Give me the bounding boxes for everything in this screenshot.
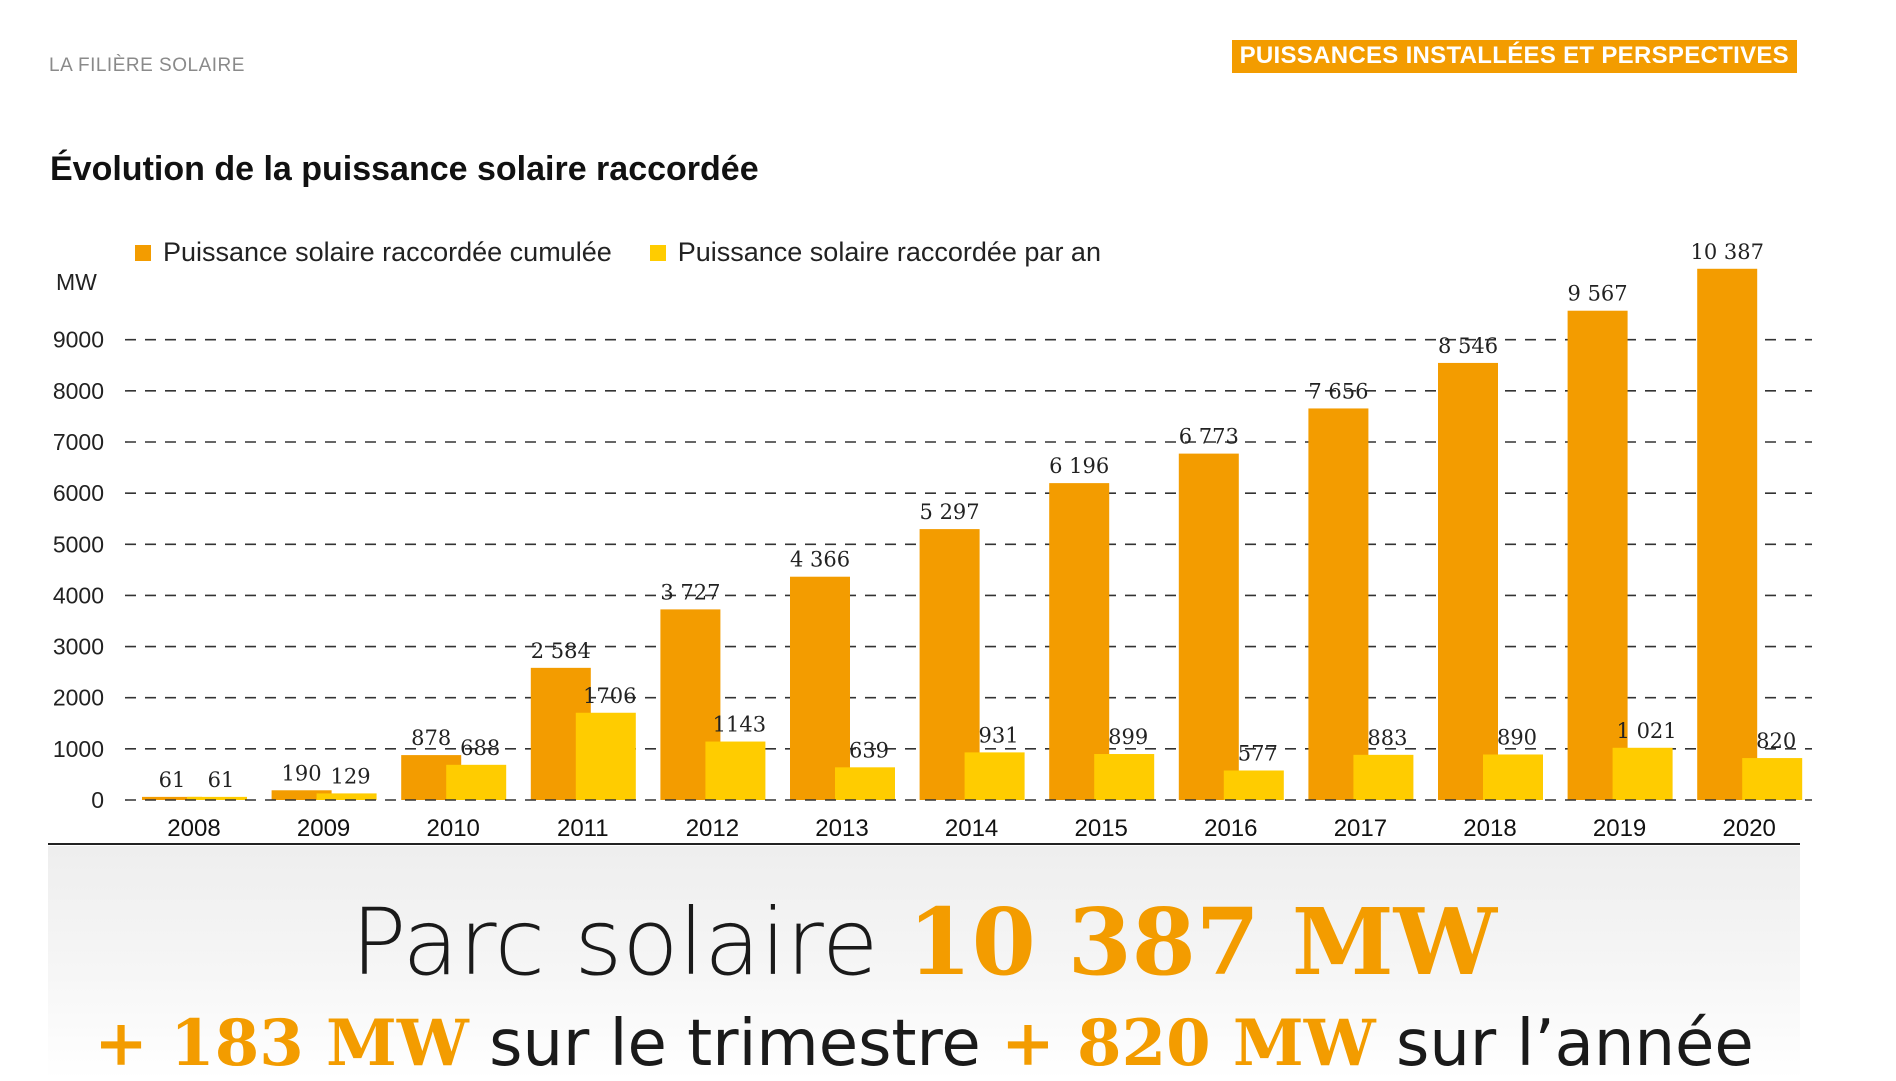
bar-annual — [1612, 747, 1673, 800]
data-label-cumulative: 190 — [282, 761, 322, 785]
bar-annual — [705, 741, 766, 800]
legend-swatch-cumulative — [135, 244, 151, 261]
bar-annual — [1483, 754, 1543, 800]
y-tick-label: 6000 — [53, 480, 104, 506]
legend-swatch-annual — [649, 244, 666, 261]
x-tick-label: 2011 — [557, 815, 609, 842]
bar-cumulative — [142, 796, 202, 800]
bar-cumulative — [790, 576, 850, 800]
summary-subline: + 183 MW sur le trimestre + 820 MW sur l… — [48, 1006, 1800, 1081]
legend-label-annual: Puissance solaire raccordée par an — [677, 237, 1101, 267]
y-tick-label: 7000 — [53, 429, 104, 455]
y-tick-label: 0 — [91, 787, 104, 813]
data-label-cumulative: 61 — [159, 768, 186, 792]
bar-annual — [446, 764, 507, 800]
x-tick-label: 2019 — [1593, 815, 1646, 842]
x-tick-label: 2010 — [427, 815, 480, 842]
data-label-cumulative: 9 567 — [1568, 282, 1628, 306]
chart-legend: Puissance solaire raccordée cumulée Puis… — [135, 237, 1101, 268]
y-tick-label: 8000 — [53, 378, 104, 404]
bar-cumulative — [1567, 310, 1628, 800]
legend-label-cumulative: Puissance solaire raccordée cumulée — [163, 237, 612, 267]
bar-annual — [1742, 758, 1803, 800]
data-label-annual: 61 — [208, 768, 235, 792]
data-label-cumulative: 878 — [411, 726, 451, 750]
data-label-annual: 820 — [1756, 729, 1796, 753]
data-label-cumulative: 6 773 — [1179, 425, 1239, 449]
data-label-annual: 1 021 — [1617, 719, 1677, 743]
bar-cumulative — [1697, 268, 1758, 800]
x-tick-label: 2020 — [1723, 815, 1776, 842]
summary-headline: Parc solaire 10 387 MW — [48, 888, 1800, 996]
headline-value: 10 387 MW — [907, 888, 1497, 996]
section-label: LA FILIÈRE SOLAIRE — [49, 55, 245, 76]
bar-annual — [575, 712, 636, 800]
data-label-cumulative: 7 656 — [1308, 379, 1368, 403]
x-tick-label: 2015 — [1075, 815, 1128, 842]
data-label-annual: 577 — [1238, 741, 1278, 765]
x-tick-label: 2017 — [1334, 815, 1387, 842]
legend-item-cumulative: Puissance solaire raccordée cumulée — [135, 237, 612, 268]
data-label-cumulative: 4 366 — [790, 548, 850, 572]
bar-annual — [1094, 754, 1155, 800]
bar-annual — [1223, 770, 1284, 800]
y-tick-label: 9000 — [53, 327, 104, 353]
quarter-value: + 183 MW — [94, 1006, 469, 1081]
data-label-annual: 688 — [460, 736, 500, 760]
data-label-annual: 1706 — [583, 684, 636, 708]
x-tick-label: 2012 — [686, 815, 739, 842]
bar-annual — [316, 793, 377, 800]
data-label-cumulative: 2 584 — [531, 639, 591, 663]
data-label-cumulative: 8 546 — [1438, 334, 1498, 358]
data-label-annual: 1143 — [713, 713, 766, 737]
bar-cumulative — [1178, 453, 1239, 800]
x-tick-label: 2008 — [167, 815, 220, 842]
bar-annual — [1353, 754, 1414, 800]
data-label-annual: 899 — [1108, 725, 1148, 749]
bar-cumulative — [271, 790, 332, 800]
chart-title: Évolution de la puissance solaire raccor… — [50, 150, 759, 188]
data-label-cumulative: 6 196 — [1049, 454, 1109, 478]
bar-cumulative — [1049, 483, 1110, 800]
data-label-cumulative: 10 387 — [1690, 240, 1763, 264]
y-tick-label: 3000 — [53, 634, 104, 660]
data-label-annual: 129 — [331, 764, 371, 788]
section-badge: PUISSANCES INSTALLÉES ET PERSPECTIVES — [1231, 40, 1797, 73]
y-tick-label: 5000 — [53, 531, 104, 557]
x-tick-label: 2013 — [815, 815, 868, 842]
x-tick-label: 2016 — [1204, 815, 1257, 842]
data-label-annual: 883 — [1367, 726, 1407, 750]
headline-prefix: Parc solaire — [350, 889, 908, 996]
bar-annual — [187, 796, 247, 800]
bar-annual — [835, 767, 895, 800]
bar-chart: MW 0 1000 2000 3000 4000 5000 6000 7000 8000 9000 6… — [48, 240, 1812, 845]
y-axis-label: MW — [56, 269, 97, 295]
year-text: sur l’année — [1375, 1007, 1754, 1081]
year-value: + 820 MW — [1001, 1006, 1376, 1081]
x-tick-label: 2018 — [1463, 815, 1516, 842]
bar-cumulative — [1308, 408, 1369, 800]
y-tick-label: 2000 — [53, 685, 104, 711]
bar-annual — [964, 752, 1025, 800]
bar-cumulative — [1438, 362, 1498, 800]
data-label-annual: 931 — [979, 723, 1019, 747]
y-tick-label: 1000 — [53, 736, 104, 762]
quarter-text: sur le trimestre — [468, 1007, 1002, 1081]
summary-panel: Parc solaire 10 387 MW + 183 MW sur le t… — [48, 846, 1800, 1081]
x-tick-label: 2014 — [945, 815, 998, 842]
legend-item-annual: Puissance solaire raccordée par an — [649, 237, 1101, 268]
data-label-annual: 639 — [849, 738, 889, 762]
data-label-cumulative: 3 727 — [660, 580, 720, 604]
y-tick-label: 4000 — [53, 582, 104, 608]
data-label-cumulative: 5 297 — [920, 500, 980, 524]
data-label-annual: 890 — [1497, 725, 1537, 749]
x-tick-label: 2009 — [297, 815, 350, 842]
